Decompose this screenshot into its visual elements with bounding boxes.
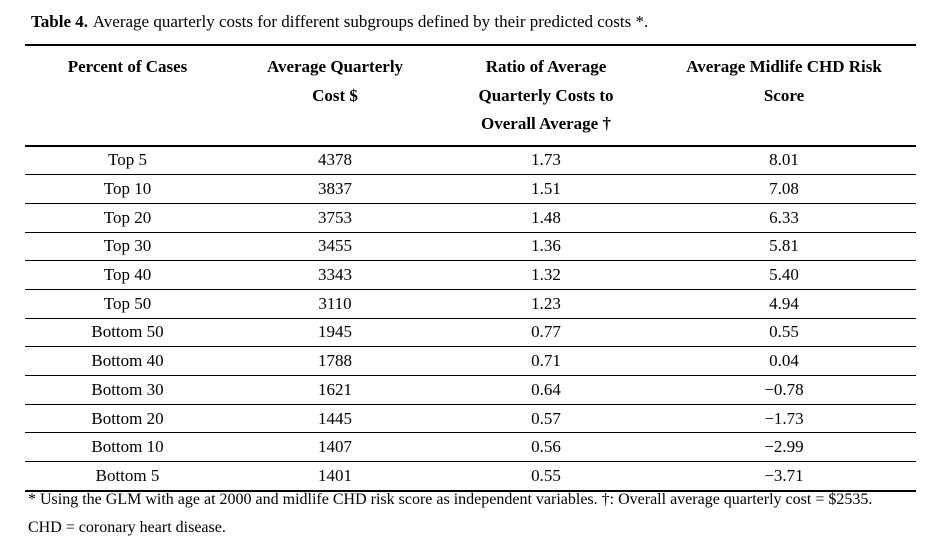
costs-table: Percent of Cases Average Quarterly Cost … (25, 44, 916, 492)
table-cell: Top 5 (108, 150, 147, 170)
table-cell: Bottom 5 (95, 465, 160, 485)
table-cell: 0.77 (531, 322, 561, 342)
table-cell: 3343 (318, 265, 352, 285)
table-cell: Bottom 40 (91, 351, 164, 371)
table-header: Percent of Cases Average Quarterly Cost … (25, 45, 916, 146)
header-line: Overall Average † (481, 114, 611, 133)
footnote-line: * Using the GLM with age at 2000 and mid… (28, 491, 873, 508)
table-cell: 5.81 (769, 236, 799, 256)
table-cell: 0.55 (769, 322, 799, 342)
table-cell: 1445 (318, 408, 352, 428)
table-cell: Bottom 10 (91, 437, 164, 457)
table-cell: −3.71 (764, 465, 804, 485)
table-cell: 0.64 (531, 379, 561, 399)
table-cell: 3110 (318, 293, 352, 313)
table-row: Top 10 3837 1.51 7.08 (25, 175, 916, 204)
table-cell: Top 30 (103, 236, 152, 256)
table-cell: Bottom 30 (91, 379, 164, 399)
table-cell: 3837 (318, 179, 352, 199)
table-footnote: * Using the GLM with age at 2000 and mid… (28, 486, 920, 541)
table-title: Table 4. Average quarterly costs for diff… (31, 11, 921, 33)
table-row: Bottom 20 1445 0.57 −1.73 (25, 404, 916, 433)
table-row: Bottom 30 1621 0.64 −0.78 (25, 376, 916, 405)
table-cell: 4.94 (769, 293, 799, 313)
table-cell: 1945 (318, 322, 352, 342)
table-cell: 3753 (318, 207, 352, 227)
column-header-average-midlife-chd-risk-score: Average Midlife CHD Risk Score (652, 45, 916, 146)
header-line: Average Quarterly (266, 57, 404, 76)
table-body: Top 5 4378 1.73 8.01 Top 10 3837 1.51 7.… (25, 146, 916, 491)
table-cell: 3455 (318, 236, 352, 256)
table-cell: Top 10 (103, 179, 152, 199)
column-header-ratio-to-overall-average: Ratio of Average Quarterly Costs to Over… (440, 45, 652, 146)
table-cell: 1.73 (531, 150, 561, 170)
table-cell: Bottom 20 (91, 408, 164, 428)
table-cell: 0.57 (531, 408, 561, 428)
header-row: Percent of Cases Average Quarterly Cost … (25, 45, 916, 146)
table-cell: 1.32 (531, 265, 561, 285)
table-cell: 1.51 (531, 179, 561, 199)
table-row: Top 30 3455 1.36 5.81 (25, 232, 916, 261)
table-cell: −1.73 (764, 408, 804, 428)
table-cell: 0.56 (531, 437, 561, 457)
table-cell: 5.40 (769, 265, 799, 285)
table-cell: 1.23 (531, 293, 561, 313)
table-cell: 7.08 (769, 179, 799, 199)
table-cell: Bottom 50 (91, 322, 164, 342)
table-row: Top 50 3110 1.23 4.94 (25, 289, 916, 319)
table-cell: Top 20 (103, 207, 152, 227)
table-cell: 1788 (318, 351, 352, 371)
table-cell: −0.78 (764, 379, 804, 399)
column-header-average-quarterly-cost: Average Quarterly Cost $ (230, 45, 440, 146)
header-line: Quarterly Costs to (478, 85, 614, 105)
table-cell: Top 40 (103, 265, 152, 285)
table-cell: 1401 (318, 465, 352, 485)
table-row: Bottom 5 1401 0.55 −3.71 (25, 462, 916, 491)
header-line: Score (763, 85, 805, 105)
table-cell: 1.36 (531, 236, 561, 256)
table-cell: 1407 (318, 437, 352, 457)
table-cell: −2.99 (764, 437, 804, 457)
table-cell: 8.01 (769, 150, 799, 170)
header-line: Cost $ (312, 85, 358, 105)
table-cell: 0.55 (531, 465, 561, 485)
table-row: Top 40 3343 1.32 5.40 (25, 261, 916, 290)
table-row: Bottom 10 1407 0.56 −2.99 (25, 433, 916, 462)
table-row: Bottom 50 1945 0.77 0.55 (25, 318, 916, 347)
table-cell: 4378 (318, 150, 352, 170)
column-header-percent-of-cases: Percent of Cases (25, 45, 230, 146)
table-cell: 0.71 (531, 351, 561, 371)
table-cell: 1.48 (531, 207, 561, 227)
table-row: Top 20 3753 1.48 6.33 (25, 203, 916, 233)
table-row: Top 5 4378 1.73 8.01 (25, 146, 916, 175)
header-line: Average Midlife CHD Risk (686, 57, 882, 76)
table-cell: 6.33 (769, 207, 799, 227)
table-row: Bottom 40 1788 0.71 0.04 (25, 347, 916, 376)
table-cell: 1621 (318, 379, 352, 399)
table-title-text: Average quarterly costs for different su… (92, 12, 649, 31)
table-title-label: Table 4. (31, 12, 89, 31)
header-line: Ratio of Average (485, 57, 607, 76)
header-line: Percent of Cases (67, 57, 188, 76)
table-cell: 0.04 (769, 351, 799, 371)
table-cell: Top 50 (103, 293, 152, 313)
footnote-line: CHD = coronary heart disease. (28, 518, 226, 536)
